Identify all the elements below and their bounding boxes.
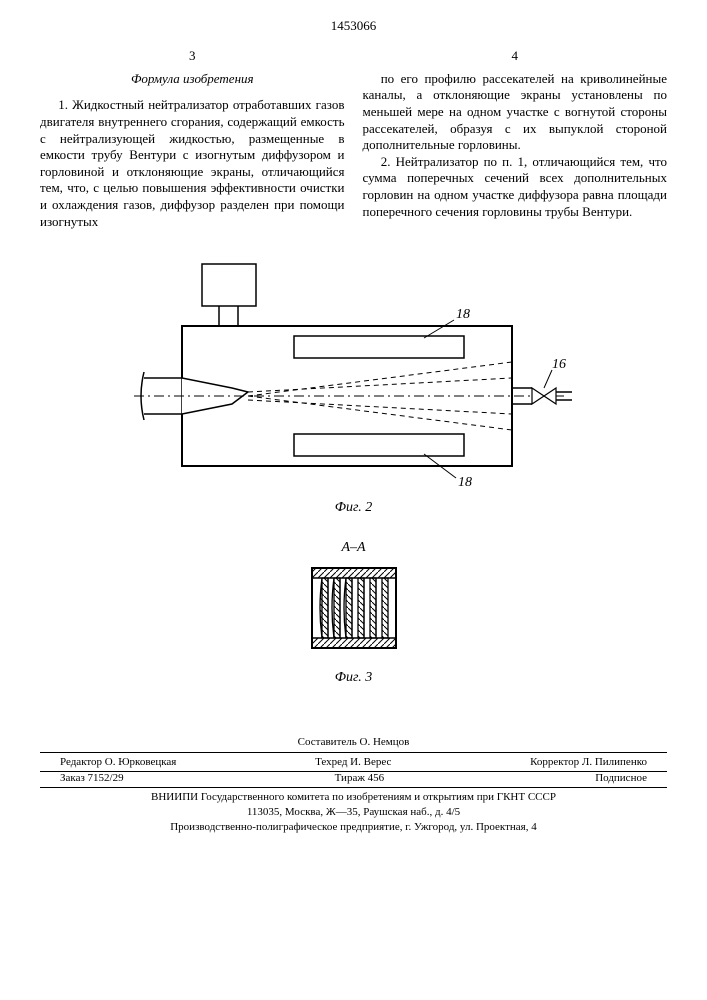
footer-org-line3: Производственно-полиграфическое предприя…: [40, 821, 667, 833]
right-column: 4 по его профилю рассекателей на криволи…: [363, 48, 668, 230]
footer-tirazh: Тираж 456: [335, 772, 385, 784]
fig3-section-label: A–A: [40, 540, 667, 556]
footer-corrector: Корректор Л. Пилипенко: [530, 756, 647, 768]
ref-18-bottom: 18: [458, 475, 472, 490]
ref-16: 16: [552, 357, 566, 372]
footer-org-line2: 113035, Москва, Ж—35, Раушская наб., д. …: [40, 806, 667, 818]
footer-editor: Редактор О. Юрковецкая: [60, 756, 176, 768]
text-columns: 3 Формула изобретения 1. Жидкостный нейт…: [40, 48, 667, 230]
footer-techred: Техред И. Верес: [315, 756, 391, 768]
fig3-svg: [294, 560, 414, 660]
patent-number: 1453066: [40, 18, 667, 34]
footer: Составитель О. Немцов Редактор О. Юркове…: [40, 736, 667, 833]
footer-compiler: Составитель О. Немцов: [40, 736, 667, 748]
footer-subscription: Подписное: [595, 772, 647, 784]
claim-1-left: 1. Жидкостный нейтрализатор отработавших…: [40, 97, 345, 230]
ref-18-top: 18: [456, 307, 470, 322]
right-col-number: 4: [363, 48, 668, 65]
left-col-number: 3: [40, 48, 345, 65]
footer-order: Заказ 7152/29: [60, 772, 124, 784]
figure-2: 18 18 16 Фиг. 2: [40, 260, 667, 516]
fig2-svg: 18 18 16: [124, 260, 584, 490]
claim-2-right: 2. Нейтрализатор по п. 1, отличающийся т…: [363, 154, 668, 221]
footer-org-line1: ВНИИПИ Государственного комитета по изоб…: [40, 791, 667, 803]
fig2-label: Фиг. 2: [40, 500, 667, 516]
figure-3: A–A: [40, 540, 667, 686]
left-column: 3 Формула изобретения 1. Жидкостный нейт…: [40, 48, 345, 230]
fig3-label: Фиг. 3: [40, 670, 667, 686]
claim-1-right: по его профилю рассекателей на криволине…: [363, 71, 668, 154]
formula-title: Формула изобретения: [40, 71, 345, 88]
